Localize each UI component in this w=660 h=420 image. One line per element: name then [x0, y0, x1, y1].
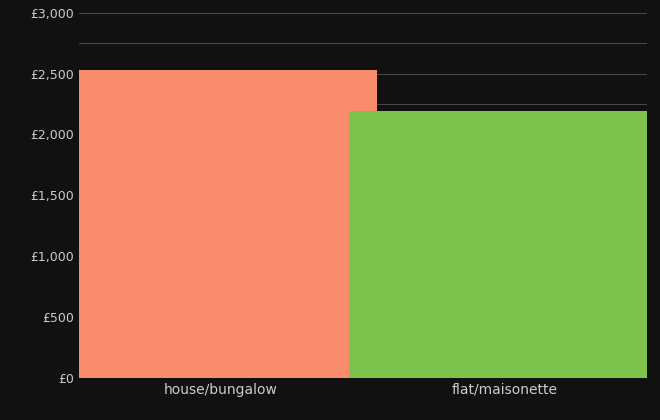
- Bar: [65, 70, 377, 378]
- Bar: [348, 111, 660, 378]
